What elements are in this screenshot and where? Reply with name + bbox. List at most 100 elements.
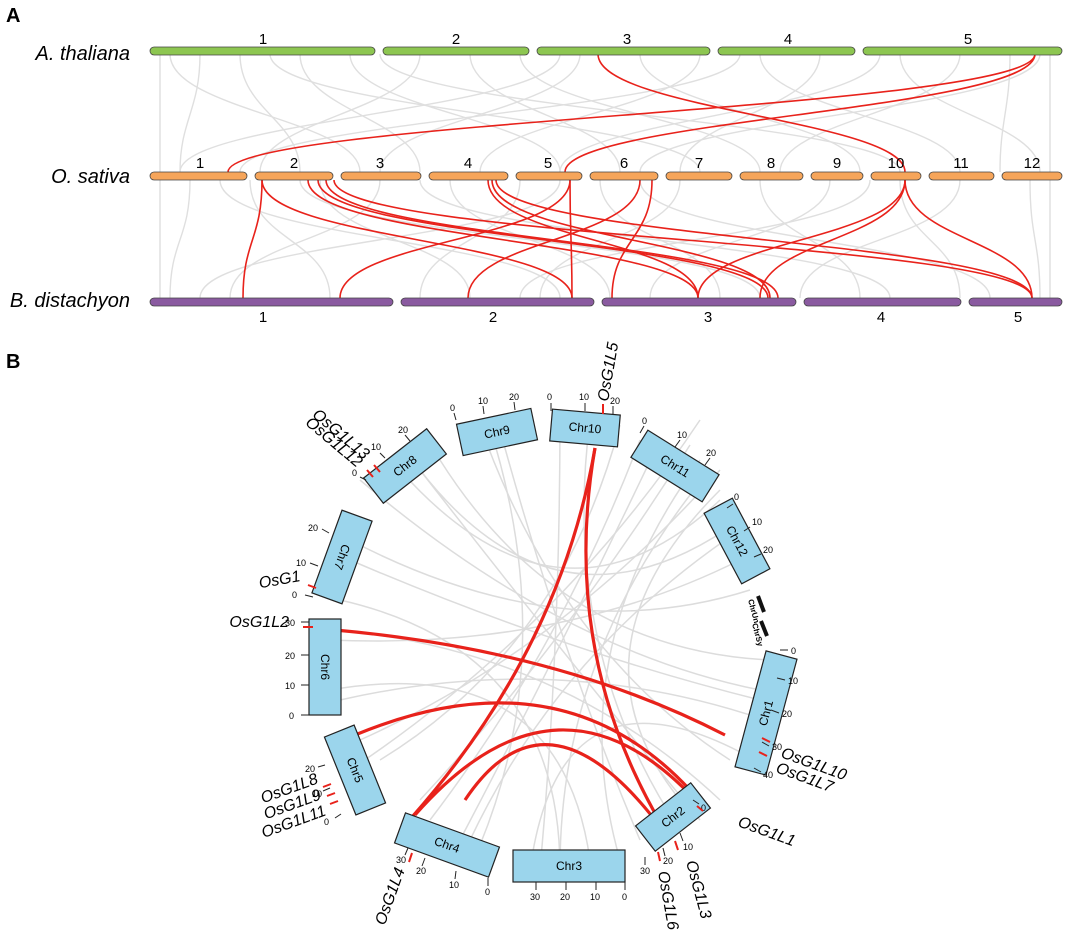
tick-label: 30 [396,855,406,865]
osa-chr-bar [870,171,922,181]
tick-label: 20 [416,866,426,876]
tick-label: 0 [701,803,706,813]
panel-b-highlighted-links [334,447,726,823]
tick-label: 30 [772,742,782,752]
panel-a-highlighted-links [227,53,1036,299]
circos-ticks [301,401,788,890]
osa-chr-bar [340,171,422,181]
osa-chr-bar [428,171,509,181]
tick-label: 0 [289,711,294,721]
species-label-brachypodium: B. distachyon [10,290,130,312]
bdi-chr-label: 4 [877,309,885,326]
tick-label: 30 [285,618,295,628]
tick-label: 10 [296,558,306,568]
chr3-label: Chr3 [556,859,582,873]
panel-a-letter: A [6,5,20,27]
gene-label-osg1l3: OsG1L3 [682,859,714,921]
tick-label: 20 [509,392,519,402]
bdi-chr-label: 3 [704,309,712,326]
osa-chr-label: 7 [695,155,703,172]
gene-label-osg1l6: OsG1L6 [654,870,681,932]
bdi-chr-label: 1 [259,309,267,326]
chrsy-block [759,620,769,637]
chr8-block: Chr8 [362,427,448,505]
species-label-rice: O. sativa [51,166,130,188]
osa-chr-bar [589,171,659,181]
arabidopsis-chromosomes: 1 2 3 4 5 [149,31,1063,56]
osa-chr-bar [810,171,864,181]
osa-chr-bar [254,171,334,181]
chr2-block: Chr2 [634,782,712,852]
ath-chr-label: 2 [452,31,460,48]
tick-label: 10 [371,442,381,452]
tick-label: 0 [450,403,455,413]
bdi-chr-bar [968,297,1063,307]
tick-label: 0 [485,887,490,897]
tick-label: 20 [663,856,673,866]
tick-label: 10 [312,789,322,799]
chr1-label: Chr1 [756,698,776,727]
chr9-label: Chr9 [483,422,512,441]
tick-label: 10 [683,842,693,852]
tick-label: 20 [560,892,570,902]
osa-chr-label: 11 [953,155,969,172]
osa-chr-label: 1 [196,155,204,172]
gene-label-osg1l5: OsG1L5 [595,341,622,403]
circos-chromosomes: Chr1 Chr2 Chr3 Chr4 Chr5 Chr6 Ch [308,407,798,883]
tick-label: 0 [622,892,627,902]
tick-label: 10 [449,880,459,890]
tick-label: 0 [292,590,297,600]
chr4-block: Chr4 [393,812,501,878]
tick-label: 10 [579,392,589,402]
chr11-block: Chr11 [630,429,720,503]
bdi-chr-bar [149,297,394,307]
osa-chr-label: 2 [290,155,298,172]
panel-b-letter: B [6,351,20,373]
chr10-label: Chr10 [568,420,602,437]
ath-chr-bar [536,46,711,56]
chr10-block: Chr10 [549,408,621,448]
ath-chr-label: 5 [964,31,972,48]
tick-label: 0 [734,492,739,502]
bdi-chr-bar [601,297,797,307]
osa-chr-bar [665,171,733,181]
tick-label: 30 [530,892,540,902]
bdi-chr-bar [803,297,962,307]
tick-label: 0 [324,817,329,827]
chr1-block: Chr1 [734,650,798,776]
tick-label: 10 [752,517,762,527]
chr9-block: Chr9 [455,407,539,457]
gene-label-osg1l4: OsG1L4 [372,865,408,927]
gene-markers [303,404,771,863]
chr12-block: Chr12 [703,497,771,585]
tick-label: 0 [791,646,796,656]
bdi-chr-label: 2 [489,309,497,326]
ath-chr-label: 3 [623,31,631,48]
circos-tick-labels: 0 10 20 0 10 20 0 10 20 0 10 20 0 10 20 … [285,392,798,902]
chr7-block: Chr7 [311,509,373,605]
tick-label: 0 [547,392,552,402]
gene-label-osg1l1: OsG1L1 [736,814,798,850]
osa-chr-bar [928,171,995,181]
tick-label: 20 [305,764,315,774]
ath-chr-bar [149,46,376,56]
osa-chr-bar [515,171,583,181]
osa-chr-label: 3 [376,155,384,172]
osa-chr-label: 6 [620,155,628,172]
gene-label-osg1: OsG1 [258,568,302,592]
chr6-block: Chr6 [308,618,342,716]
tick-label: 30 [640,866,650,876]
bdi-chr-bar [400,297,595,307]
osa-chr-label: 9 [833,155,841,172]
tick-label: 10 [677,430,687,440]
ath-chr-bar [717,46,856,56]
tick-label: 40 [763,770,773,780]
ath-chr-bar [862,46,1063,56]
osa-chr-label: 5 [544,155,552,172]
tick-label: 10 [590,892,600,902]
brachypodium-chromosomes: 1 2 3 4 5 [149,297,1063,326]
panel-a-background-links [159,53,1051,299]
bdi-chr-label: 5 [1014,309,1022,326]
ath-chr-bar [382,46,530,56]
